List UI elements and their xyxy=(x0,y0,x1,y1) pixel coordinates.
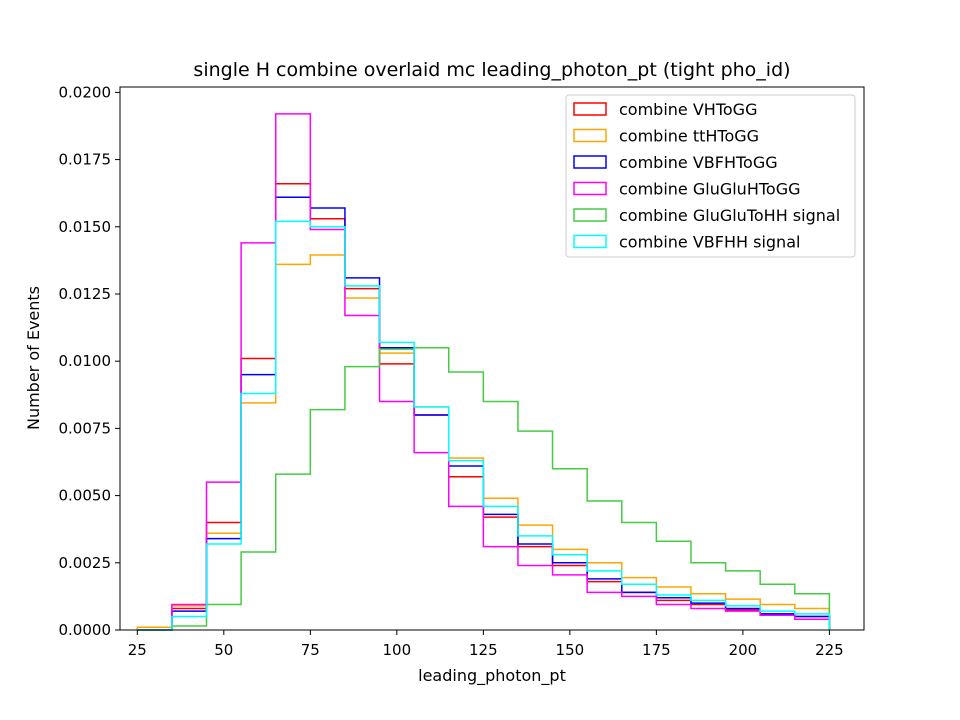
series-layer xyxy=(136,113,831,631)
chart-title: single H combine overlaid mc leading_pho… xyxy=(193,59,790,81)
series-line-3 xyxy=(137,113,831,631)
legend-label-4: combine GluGluToHH signal xyxy=(619,206,840,225)
x-tick-label: 150 xyxy=(556,641,585,659)
y-tick-label: 0.0150 xyxy=(59,218,112,236)
x-axis-label: leading_photon_pt xyxy=(418,666,566,686)
x-tick-label: 75 xyxy=(301,641,320,659)
legend-label-1: combine ttHToGG xyxy=(619,127,759,146)
y-tick-label: 0.0075 xyxy=(59,419,112,437)
y-axis-label: Number of Events xyxy=(24,286,43,430)
legend-swatch-0 xyxy=(573,102,607,116)
x-tick-label: 125 xyxy=(469,641,498,659)
series-line-5 xyxy=(137,220,831,631)
legend-label-2: combine VBFHToGG xyxy=(619,153,778,172)
y-tick-label: 0.0050 xyxy=(59,487,112,505)
x-tick-label: 100 xyxy=(383,641,412,659)
axis-layer: 25 50 75 100 125 150 175 200 225 0.0000 0.0025 0.00… xyxy=(59,83,865,659)
legend: combine VHToGG combine ttHToGG combine VBF… xyxy=(565,94,856,258)
y-tick-label: 0.0125 xyxy=(59,285,112,303)
series-line-4 xyxy=(137,346,831,631)
legend-swatch-4 xyxy=(573,208,607,222)
y-tick-label: 0.0175 xyxy=(59,151,112,169)
legend-swatch-1 xyxy=(573,128,607,143)
x-tick-label: 25 xyxy=(128,641,147,659)
y-tick-label: 0.0000 xyxy=(59,621,112,639)
x-tick-label: 200 xyxy=(729,641,758,659)
legend-label-0: combine VHToGG xyxy=(619,100,757,119)
x-tick-label: 50 xyxy=(214,641,233,659)
legend-box xyxy=(565,94,856,258)
y-tick-label: 0.0100 xyxy=(59,352,112,370)
legend-label-5: combine VBFHH signal xyxy=(619,233,800,252)
legend-swatch-2 xyxy=(573,155,607,169)
legend-label-3: combine GluGluHToGG xyxy=(619,180,800,199)
legend-swatch-5 xyxy=(573,234,607,249)
y-tick-label: 0.0025 xyxy=(59,554,112,572)
legend-swatch-3 xyxy=(573,181,607,196)
plot-frame xyxy=(119,86,865,631)
x-tick-label: 225 xyxy=(815,641,844,659)
x-tick-label: 175 xyxy=(642,641,671,659)
y-tick-label: 0.0200 xyxy=(59,83,112,101)
